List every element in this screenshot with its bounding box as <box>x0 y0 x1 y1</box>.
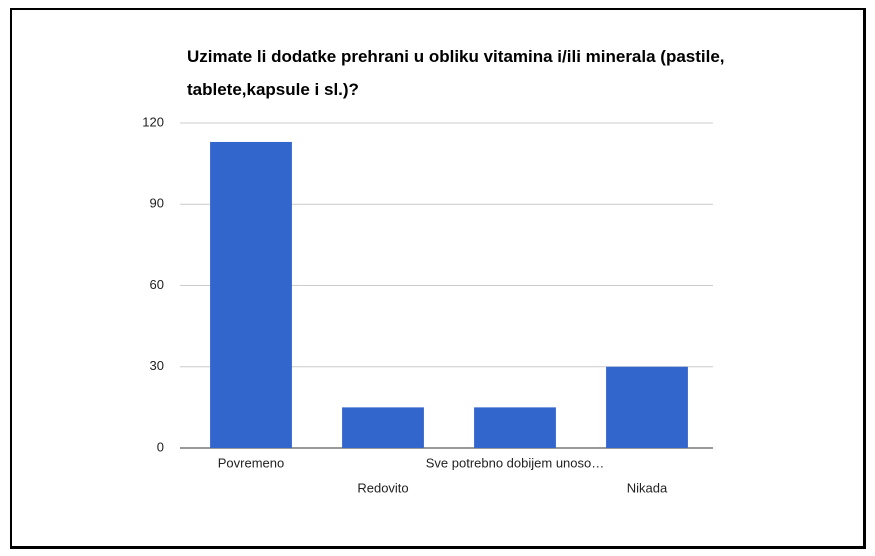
chart-title: Uzimate li dodatke prehrani u obliku vit… <box>187 47 725 99</box>
y-tick-label: 30 <box>150 358 164 373</box>
bar <box>606 366 688 448</box>
y-tick-label: 0 <box>157 439 164 454</box>
x-tick-label: Redovito <box>357 480 408 495</box>
x-tick-label: Nikada <box>627 480 668 495</box>
chart-frame <box>10 8 866 549</box>
y-tick-label: 60 <box>150 277 164 292</box>
bar <box>342 407 424 448</box>
x-tick-label: Sve potrebno dobijem unoso… <box>426 455 605 470</box>
bar <box>474 407 556 448</box>
y-tick-label: 90 <box>150 196 164 211</box>
x-tick-label: Povremeno <box>218 455 284 470</box>
y-tick-label: 120 <box>142 114 164 129</box>
bar <box>210 141 292 449</box>
